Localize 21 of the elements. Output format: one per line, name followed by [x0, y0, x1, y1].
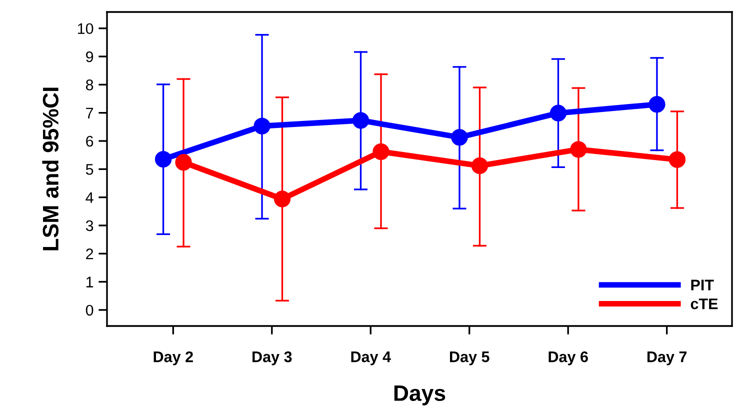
x-tick-label: Day 6: [548, 351, 588, 366]
x-tick-label: Day 2: [154, 351, 193, 366]
y-tick-label: 8: [86, 80, 94, 90]
y-tick-label: 4: [86, 192, 94, 203]
y-tick-label: 1: [86, 276, 94, 288]
y-tick-label: 9: [86, 51, 94, 62]
y-tick-label: 5: [86, 164, 94, 175]
legend-label: PIT: [691, 280, 714, 290]
x-tick-label: Day 3: [252, 351, 292, 366]
y-tick-label: 2: [86, 248, 94, 260]
x-tick-label: Day 5: [450, 352, 490, 366]
legend-label: cTE: [690, 298, 718, 310]
x-tick-label: Day 4: [351, 352, 391, 366]
x-tick-label: Day 7: [647, 352, 687, 366]
y-tick-label: 3: [86, 220, 94, 232]
y-axis-title: LSM and 95%CI: [42, 88, 59, 250]
y-tick-label: 7: [86, 108, 94, 118]
y-tick-label: 6: [86, 136, 94, 147]
y-tick-label: 10: [78, 23, 94, 34]
x-axis-title: Days: [394, 386, 446, 406]
y-tick-label: 0: [86, 304, 94, 316]
